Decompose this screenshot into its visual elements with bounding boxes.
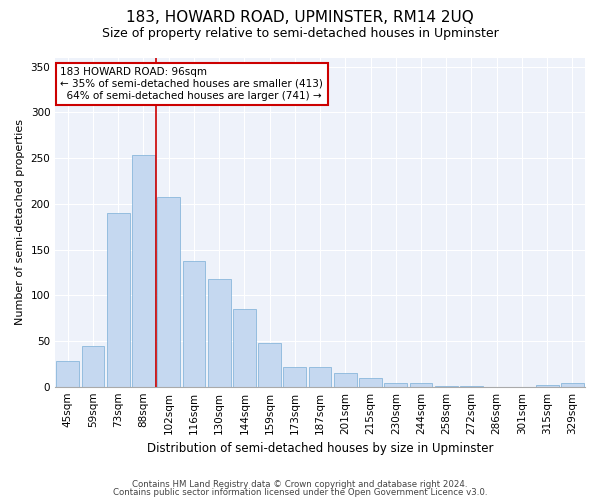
- Bar: [56, 361, 79, 386]
- Y-axis label: Number of semi-detached properties: Number of semi-detached properties: [15, 119, 25, 325]
- Bar: [208, 279, 230, 386]
- Text: Contains HM Land Registry data © Crown copyright and database right 2024.: Contains HM Land Registry data © Crown c…: [132, 480, 468, 489]
- Text: Size of property relative to semi-detached houses in Upminster: Size of property relative to semi-detach…: [101, 28, 499, 40]
- Bar: [309, 368, 331, 386]
- Text: 183 HOWARD ROAD: 96sqm
← 35% of semi-detached houses are smaller (413)
  64% of : 183 HOWARD ROAD: 96sqm ← 35% of semi-det…: [61, 68, 323, 100]
- Bar: [334, 373, 356, 386]
- Bar: [157, 198, 180, 386]
- Bar: [82, 346, 104, 387]
- Bar: [359, 378, 382, 386]
- X-axis label: Distribution of semi-detached houses by size in Upminster: Distribution of semi-detached houses by …: [147, 442, 493, 455]
- Bar: [410, 383, 433, 386]
- Bar: [536, 385, 559, 386]
- Bar: [561, 383, 584, 386]
- Text: 183, HOWARD ROAD, UPMINSTER, RM14 2UQ: 183, HOWARD ROAD, UPMINSTER, RM14 2UQ: [126, 10, 474, 25]
- Bar: [385, 383, 407, 386]
- Bar: [132, 156, 155, 386]
- Bar: [107, 213, 130, 386]
- Bar: [233, 309, 256, 386]
- Bar: [182, 262, 205, 386]
- Bar: [283, 368, 306, 386]
- Bar: [258, 343, 281, 386]
- Text: Contains public sector information licensed under the Open Government Licence v3: Contains public sector information licen…: [113, 488, 487, 497]
